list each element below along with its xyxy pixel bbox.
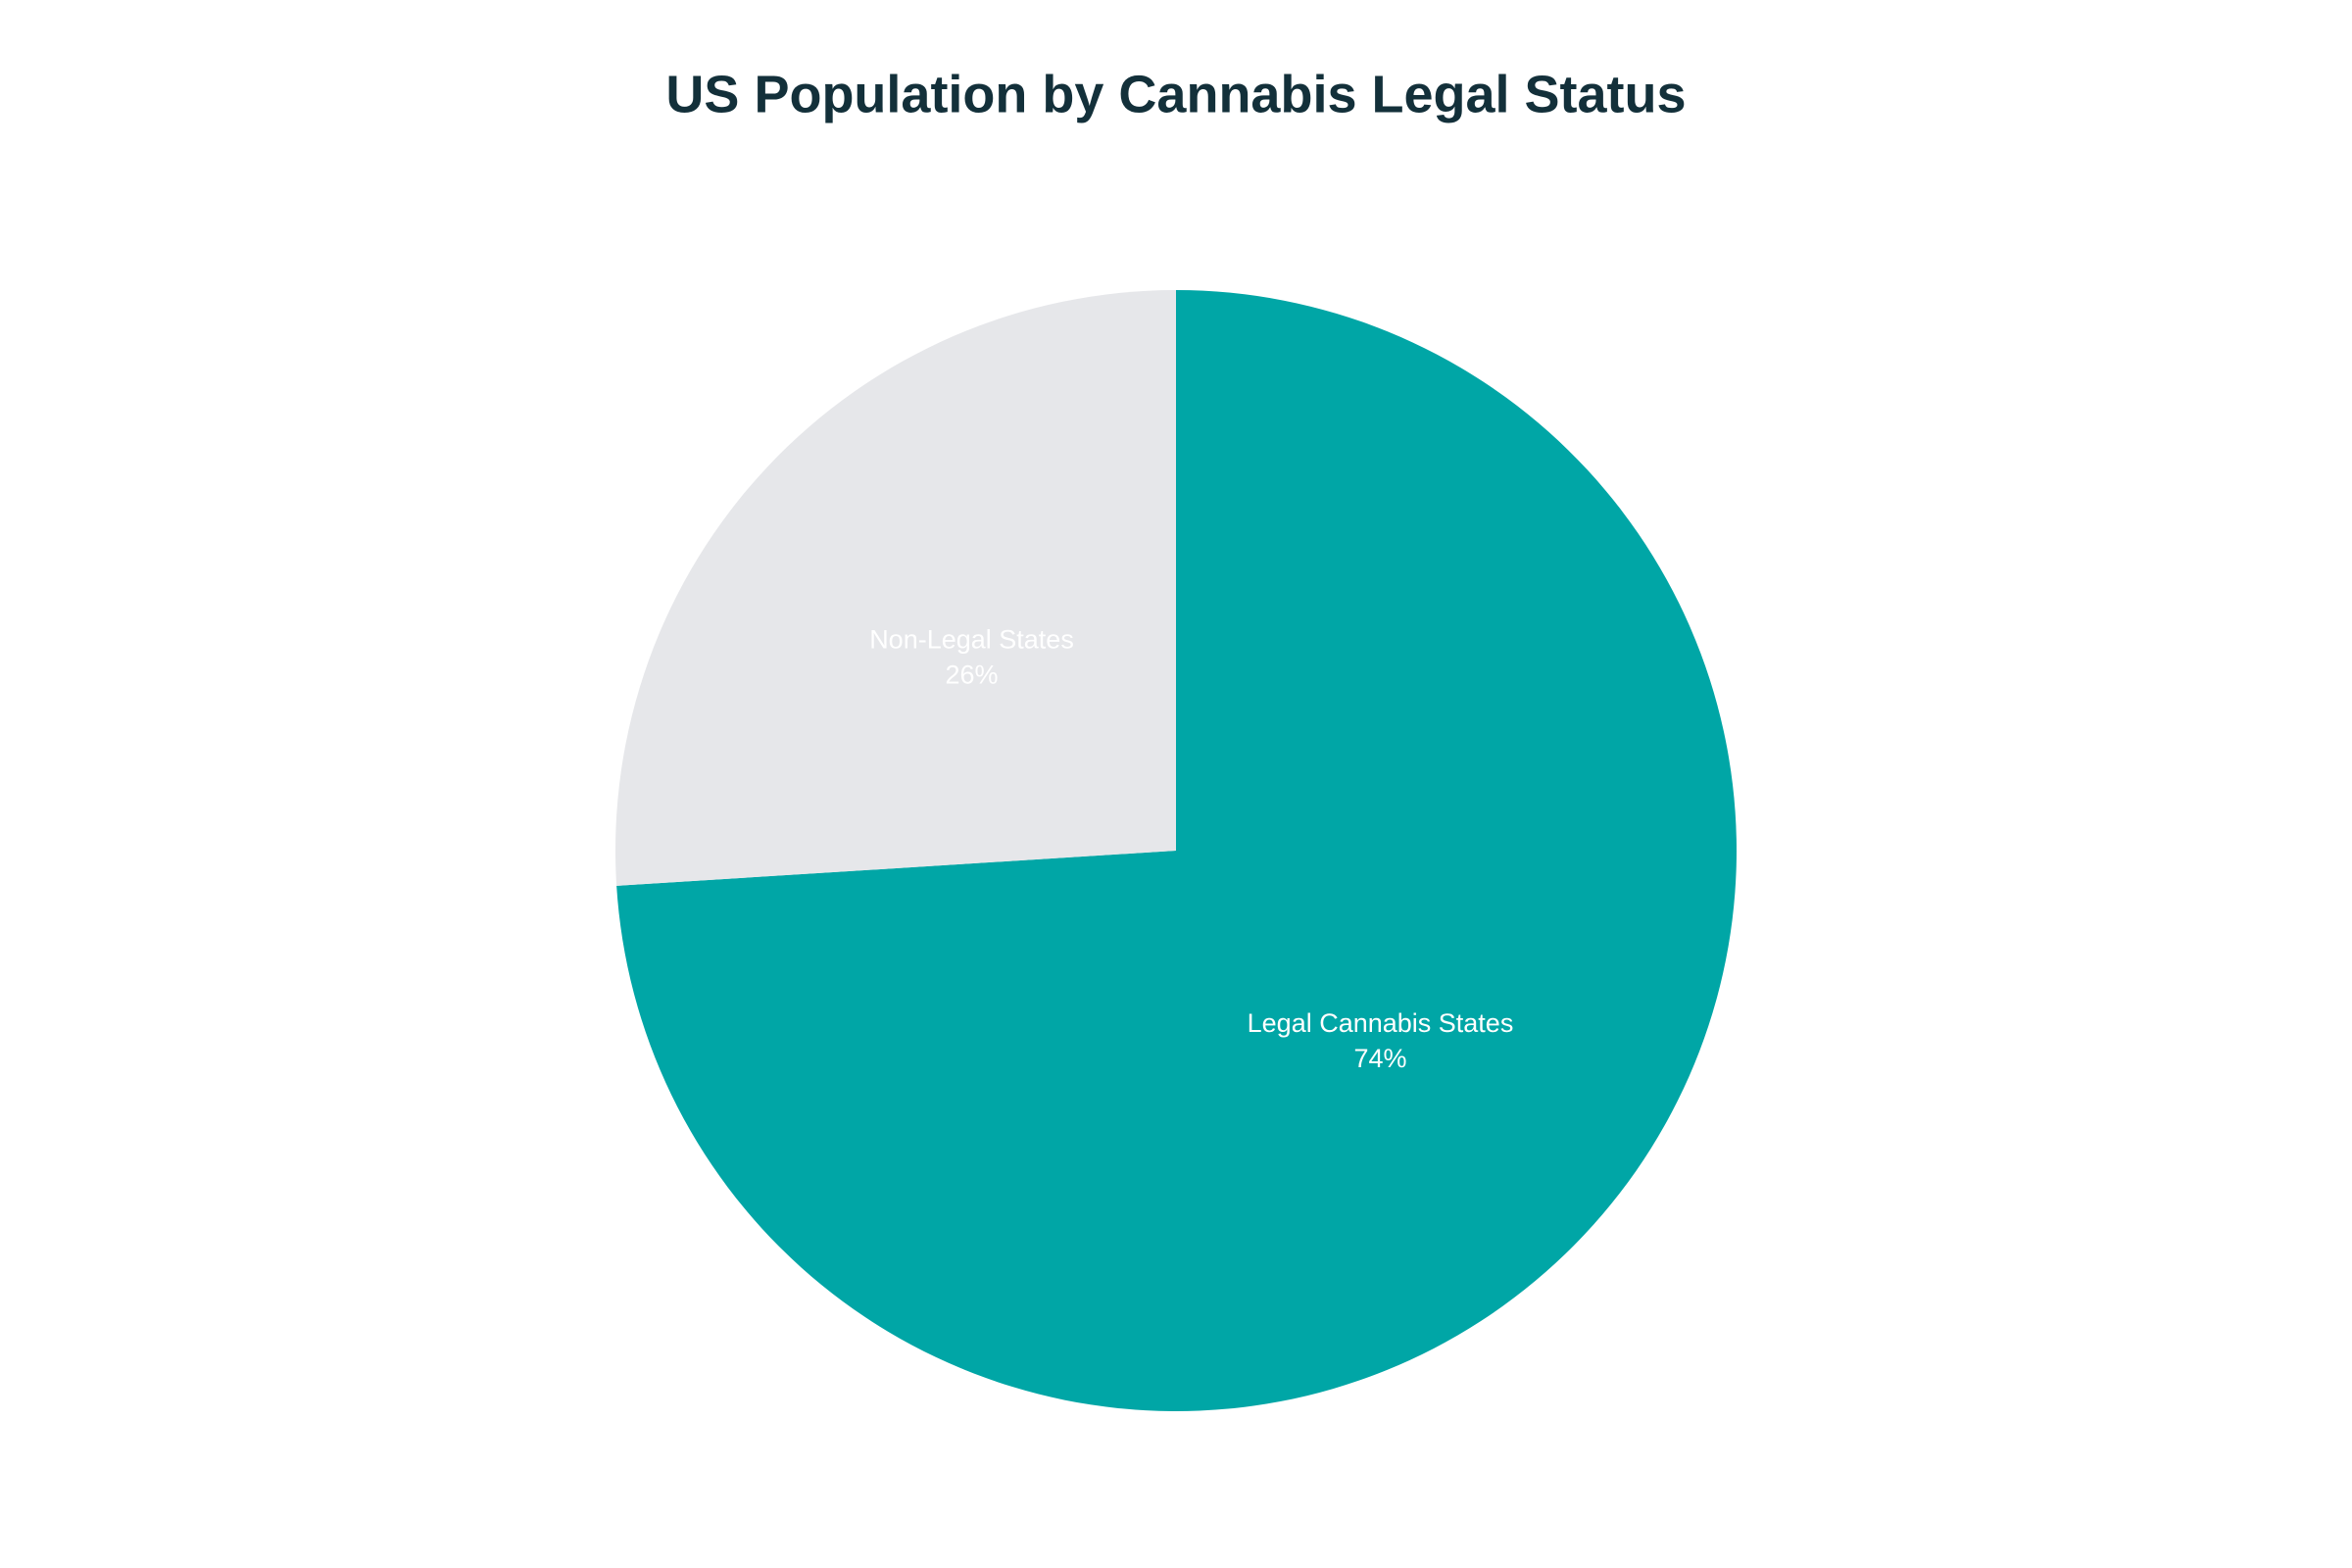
slice-label: Non-Legal States xyxy=(869,624,1074,654)
slice-label: Legal Cannabis States xyxy=(1248,1008,1514,1038)
slice-value-label: 74% xyxy=(1353,1044,1406,1073)
slice-value-label: 26% xyxy=(945,660,998,689)
pie-slice xyxy=(615,290,1176,886)
chart-title: US Population by Cannabis Legal Status xyxy=(665,65,1686,123)
pie-slice xyxy=(616,290,1738,1412)
